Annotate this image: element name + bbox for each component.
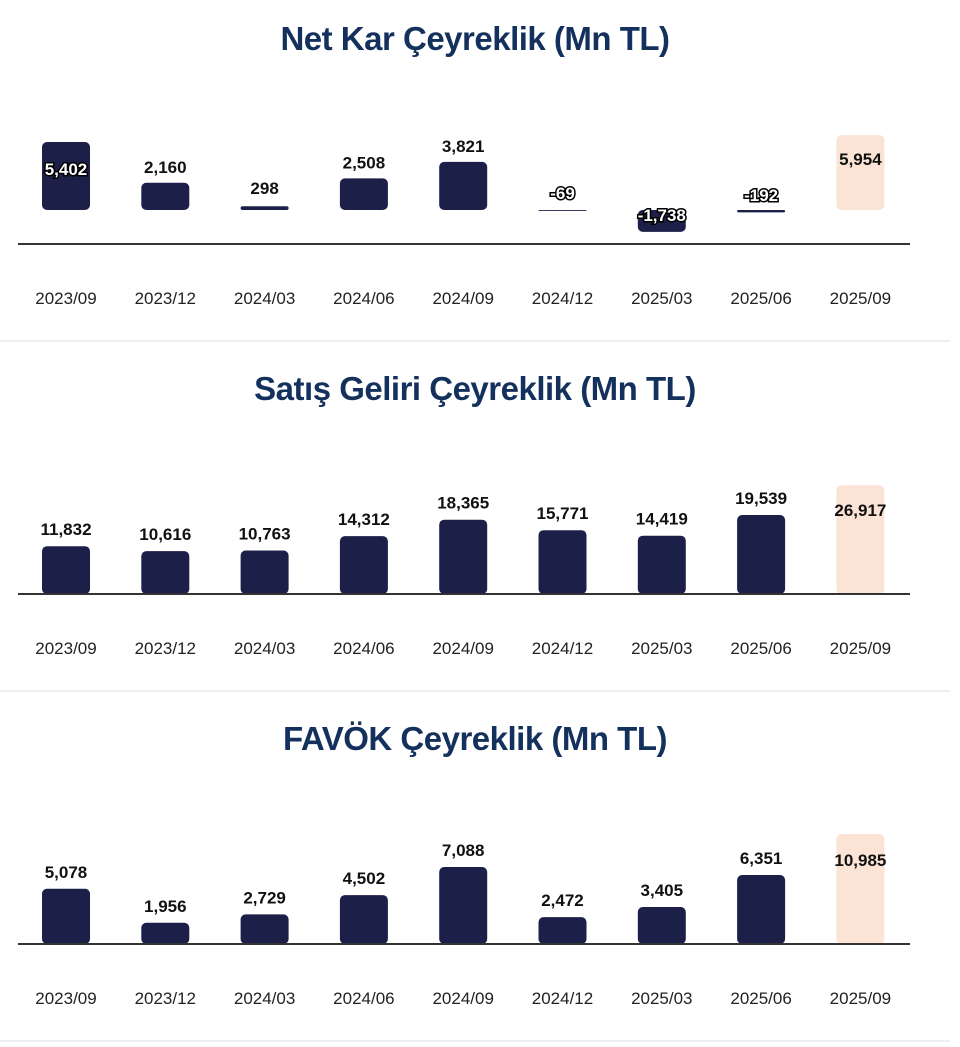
bar-2024/09 [439,161,488,210]
bar-2023/12 [141,182,190,210]
category-label: 2025/06 [730,989,791,1008]
value-label: 7,088 [442,841,485,860]
category-label: 2025/03 [631,289,692,308]
category-label: 2024/06 [333,989,394,1008]
bar-2023/12 [141,922,190,944]
bar-2024/12 [538,917,587,944]
bar-2024/09 [439,519,488,594]
value-label: 1,956 [144,897,187,916]
category-label: 2023/09 [35,989,96,1008]
bar-2025/09 [836,834,885,944]
bar-2024/03 [240,206,289,210]
bar-2024/12 [538,530,587,594]
value-label: 5,402 [45,160,88,179]
bar-2023/09 [42,546,90,594]
value-label: 18,365 [437,494,489,513]
category-label: 2025/09 [830,639,891,658]
category-label: 2024/12 [532,989,593,1008]
category-label: 2024/06 [333,289,394,308]
category-label: 2024/03 [234,289,295,308]
category-label: 2024/09 [432,289,493,308]
net-kar-panel: Net Kar Çeyreklik (Mn TL) [0,0,950,342]
value-label: 14,312 [338,510,390,529]
chart-title: Satış Geliri Çeyreklik (Mn TL) [254,370,696,407]
value-label: 15,771 [537,504,589,523]
category-label: 2024/09 [432,989,493,1008]
bar-2025/03 [637,210,686,232]
bar-2023/12 [141,551,190,594]
value-label: 3,405 [641,881,684,900]
chart-title: FAVÖK Çeyreklik (Mn TL) [283,720,667,757]
bar-2024/03 [240,550,289,594]
bar-2025/06 [737,875,786,944]
category-label: 2025/03 [631,989,692,1008]
category-label: 2024/12 [532,289,593,308]
bar-2025/09 [836,135,885,210]
bar-2025/09 [836,485,885,594]
category-label: 2023/09 [35,639,96,658]
value-label: 26,917 [834,501,886,520]
category-label: 2024/03 [234,989,295,1008]
value-label: 2,508 [343,153,386,172]
category-label: 2025/09 [830,989,891,1008]
category-label: 2025/03 [631,639,692,658]
bar-2024/09 [439,867,488,944]
value-label: -1,738 [638,206,686,225]
value-label: 2,472 [541,891,584,910]
value-label: -192 [744,186,778,205]
value-label: 14,419 [636,510,688,529]
category-label: 2025/09 [830,289,891,308]
category-label: 2024/12 [532,639,593,658]
value-label: 10,763 [239,525,291,544]
value-label: 11,832 [40,520,91,539]
value-label: -69 [550,184,575,203]
bar-2025/03 [637,535,686,594]
chart-2: 11,832 10,616 10,763 14,312 18,365 15,771 14,4… [18,485,910,658]
bar-2024/12 [538,210,587,211]
category-label: 2023/09 [35,289,96,308]
value-label: 2,729 [243,888,286,907]
value-label: 6,351 [740,849,783,868]
category-label: 2024/06 [333,639,394,658]
category-label: 2024/03 [234,639,295,658]
category-label: 2023/12 [135,289,196,308]
bar-2023/09 [42,142,90,210]
value-label: 10,616 [139,525,191,544]
bar-2025/06 [737,515,786,594]
favok-panel: FAVÖK Çeyreklik (Mn TL) [0,700,950,1042]
category-label: 2024/09 [432,639,493,658]
bar-2025/06 [737,210,786,213]
value-label: 3,821 [442,137,485,156]
chart-3: 5,078 1,956 2,729 4,502 7,088 2,472 3,405 6,351… [18,834,910,1008]
value-label: 5,954 [839,150,882,169]
bar-2024/06 [339,536,388,594]
bar-2024/06 [339,895,388,944]
bar-2024/06 [339,178,388,210]
chart-1: 5,402 2,160 298 2,508 3,821 -69 -1,738 -192 5,95… [18,135,910,308]
satis-geliri-panel: Satış Geliri Çeyreklik (Mn TL) [0,350,950,692]
category-label: 2023/12 [135,639,196,658]
category-label: 2023/12 [135,989,196,1008]
category-label: 2025/06 [730,289,791,308]
value-label: 2,160 [144,158,187,177]
value-label: 298 [250,179,278,198]
value-label: 10,985 [834,851,886,870]
bar-2025/03 [637,907,686,944]
bar-2023/09 [42,888,90,944]
value-label: 4,502 [343,869,386,888]
chart-title: Net Kar Çeyreklik (Mn TL) [280,20,670,57]
bar-2024/03 [240,914,289,944]
value-label: 19,539 [735,489,787,508]
category-label: 2025/06 [730,639,791,658]
value-label: 5,078 [45,863,88,882]
